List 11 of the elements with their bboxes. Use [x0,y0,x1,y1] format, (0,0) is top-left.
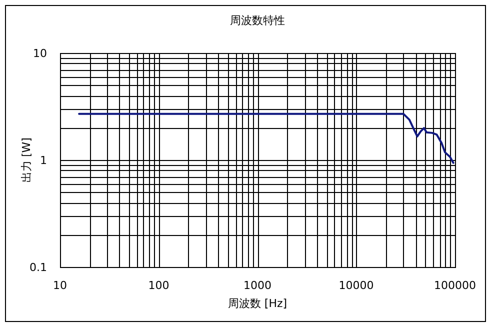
x-tick-label: 1000 [244,279,272,292]
y-axis-title: 出力 [W] [20,138,33,182]
chart-title: 周波数特性 [230,14,285,27]
x-axis-title: 周波数 [Hz] [228,297,288,310]
y-tick-label: 0.1 [30,261,47,274]
x-tick-label: 10 [53,279,67,292]
x-tick-label: 100000 [434,279,476,292]
y-tick-label: 10 [33,47,47,60]
x-tick-label: 100 [148,279,170,292]
x-tick-label: 10000 [338,279,374,292]
y-tick-label: 1 [40,154,47,167]
